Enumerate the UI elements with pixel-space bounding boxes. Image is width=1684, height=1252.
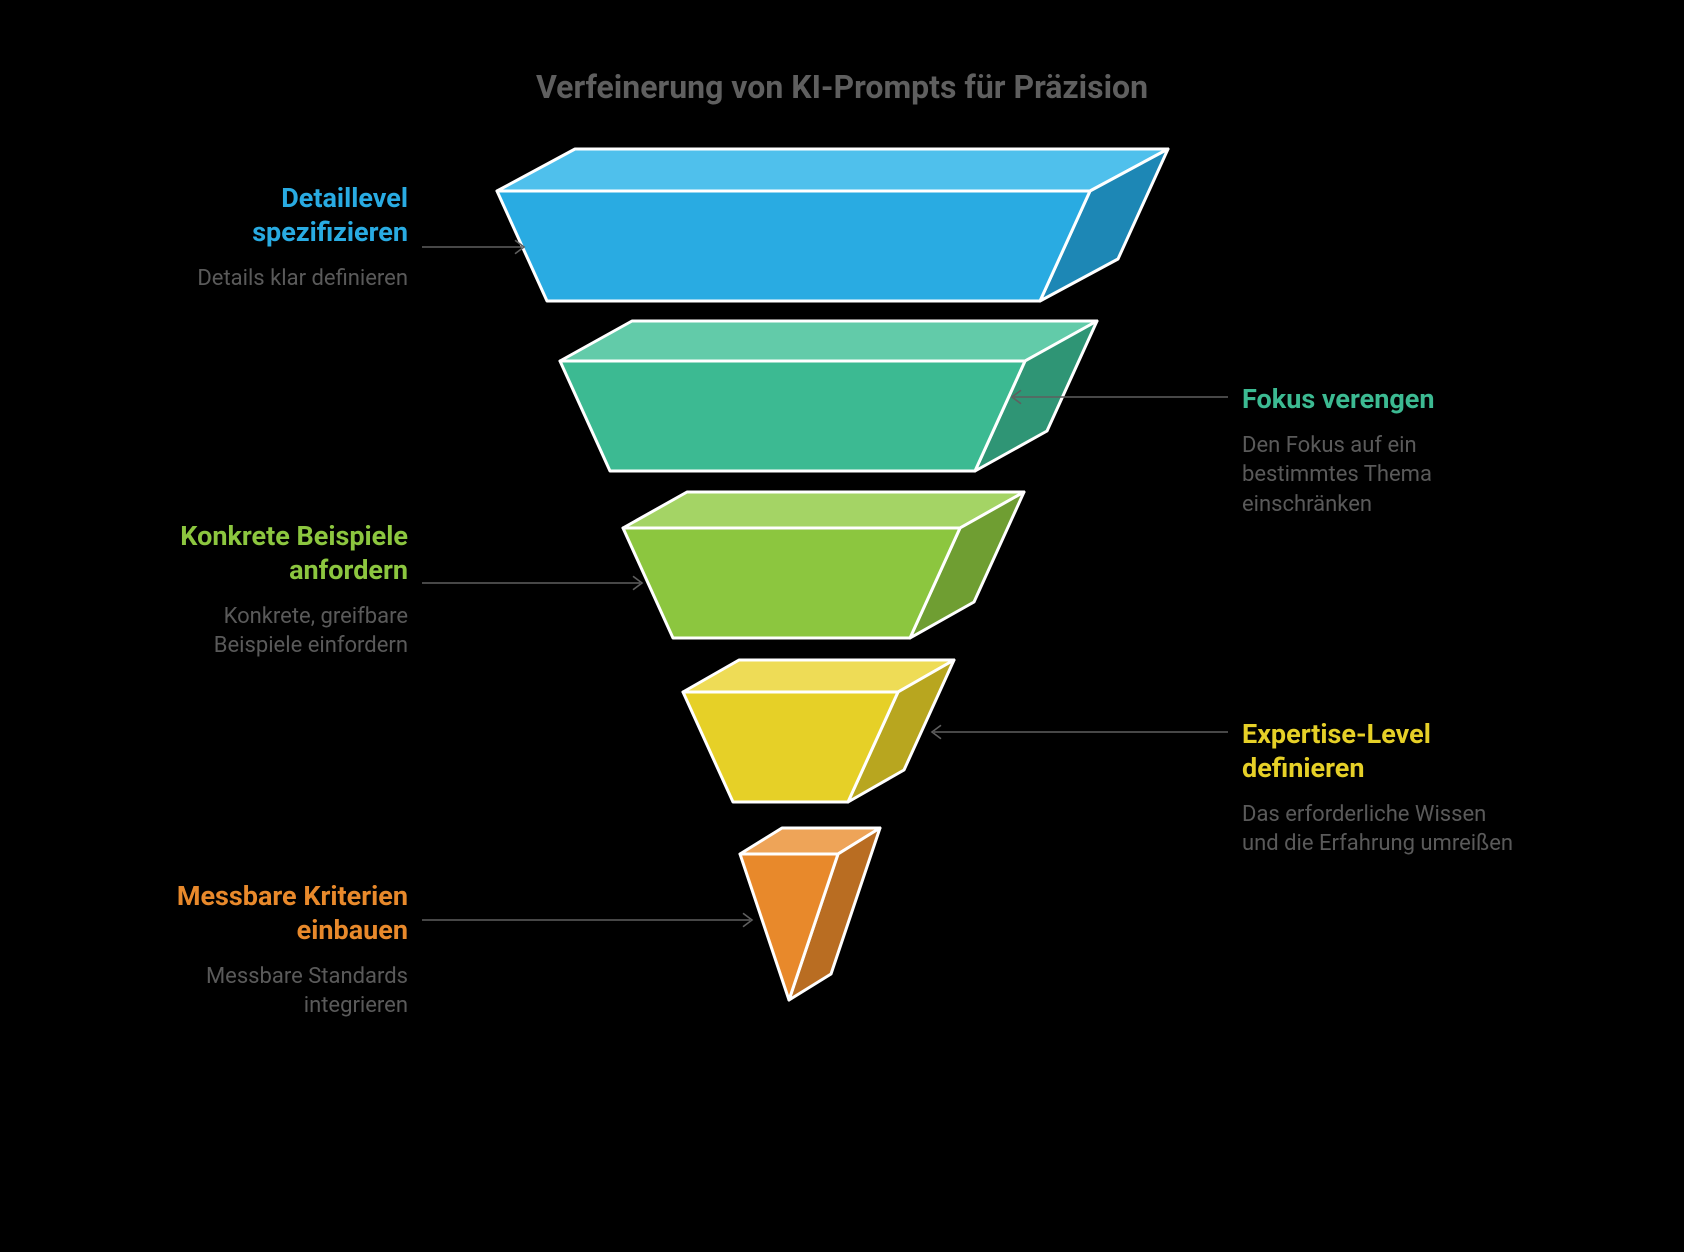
arrow-measurable-criteria — [0, 0, 1684, 1252]
